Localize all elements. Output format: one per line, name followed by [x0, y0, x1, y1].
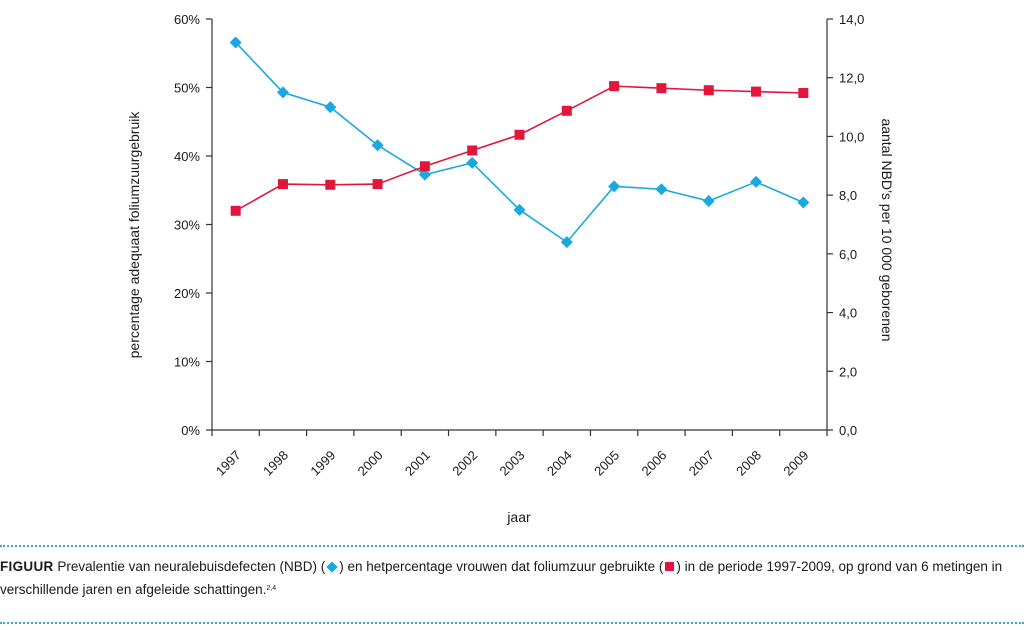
diamond-point [276, 86, 289, 99]
square-point [419, 161, 430, 172]
diamond-point [702, 195, 715, 208]
diamond-point [608, 180, 621, 193]
x-tick-label: 2003 [497, 448, 528, 479]
square-point [656, 83, 667, 94]
y-left-tick-label: 20% [174, 286, 200, 301]
diamond-point [750, 175, 763, 188]
y-left-tick-label: 40% [174, 149, 200, 164]
diamond-point [560, 236, 573, 249]
diamond-point [371, 139, 384, 152]
y-right-tick-label: 6,0 [839, 247, 857, 262]
y-left-tick-label: 50% [174, 81, 200, 96]
x-tick-label: 2002 [449, 448, 480, 479]
square-icon [665, 562, 675, 572]
square-point [372, 179, 383, 190]
square-point [514, 129, 525, 140]
caption-text-3: ) in de periode 1997-2009, op grond van … [0, 559, 1003, 597]
diamond-point [513, 203, 526, 216]
caption-text-1: Prevalentie van neuralebuisdefecten (NBD… [57, 559, 326, 574]
square-point [561, 105, 572, 116]
dual-axis-line-chart: 0% 10% 20% 30% 40% 50% 60% 0,0 2,0 4,0 6,0 8,0 10,0 1… [126, 12, 895, 525]
y-right-tick-label: 0,0 [839, 423, 857, 438]
diamond-point [324, 101, 337, 114]
x-tick-label: 2006 [638, 448, 669, 479]
x-axis-label: jaar [506, 509, 531, 525]
diamond-point [466, 156, 479, 169]
caption-text-2: ) en hetpercentage vrouwen dat foliumzuu… [339, 559, 664, 574]
y-left-tick-label: 60% [174, 12, 200, 27]
square-point [467, 145, 478, 156]
series-markers [229, 36, 810, 249]
square-point [703, 85, 714, 96]
square-point [798, 87, 809, 98]
y-axis-left-label: percentage adequaat foliumzuurgebruik [126, 111, 142, 359]
square-point [751, 86, 762, 97]
x-tick-label: 1998 [260, 448, 291, 479]
x-tick-label: 2007 [686, 448, 717, 479]
square-point [325, 179, 336, 190]
caption-bottom-divider [0, 622, 1024, 624]
axes: 0% 10% 20% 30% 40% 50% 60% 0,0 2,0 4,0 6,0 8,0 10,0 1… [174, 12, 864, 479]
y-axis-right-label: aantal NBD’s per 10 000 geborenen [879, 118, 895, 341]
caption-label: FIGUUR [0, 559, 54, 574]
x-tick-label: 1997 [213, 448, 244, 479]
y-right-tick-label: 10,0 [839, 129, 864, 144]
y-right-tick-label: 4,0 [839, 306, 857, 321]
x-tick-label: 2000 [355, 448, 386, 479]
x-tick-label: 2001 [402, 448, 433, 479]
diamond-point [797, 196, 810, 209]
square-point [230, 205, 241, 216]
y-left-tick-label: 30% [174, 218, 200, 233]
y-left-tick-label: 10% [174, 355, 200, 370]
diamond-point [655, 183, 668, 196]
figure-caption: FIGUUR Prevalentie van neuralebuisdefect… [0, 555, 1010, 601]
square-point [277, 179, 288, 190]
diamond-point [229, 36, 242, 49]
y-right-tick-label: 2,0 [839, 364, 857, 379]
x-tick-label: 2008 [733, 448, 764, 479]
x-tick-label: 1999 [307, 448, 338, 479]
caption-top-divider [0, 545, 1024, 547]
y-right-tick-label: 12,0 [839, 71, 864, 86]
diamond-icon [326, 561, 338, 573]
square-point [609, 81, 620, 92]
y-right-tick-label: 14,0 [839, 12, 864, 27]
x-tick-label: 2009 [780, 448, 811, 479]
diamond-point [418, 168, 431, 181]
x-tick-label: 2005 [591, 448, 622, 479]
x-tick-label: 2004 [544, 448, 575, 479]
caption-references: 2,4 [266, 585, 277, 592]
y-left-tick-label: 0% [181, 423, 200, 438]
y-right-tick-label: 8,0 [839, 188, 857, 203]
